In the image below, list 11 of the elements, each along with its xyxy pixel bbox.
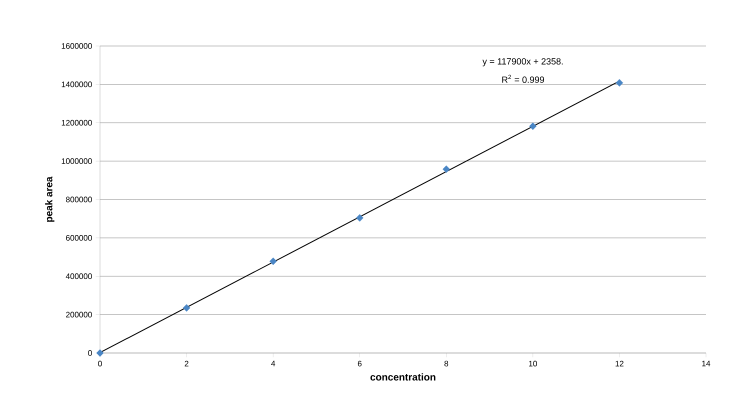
point [356, 214, 364, 222]
point [182, 304, 190, 312]
point [529, 122, 537, 130]
point [96, 349, 104, 357]
point [269, 257, 277, 266]
annotation: R$^{2}$ = 0.999 [502, 74, 544, 83]
x-axis-title: concentration [370, 373, 436, 381]
y-axis-title: peak area [45, 176, 54, 222]
annotation: y = 117900x + 2358. [482, 58, 563, 66]
point [442, 165, 450, 173]
point [616, 79, 624, 87]
